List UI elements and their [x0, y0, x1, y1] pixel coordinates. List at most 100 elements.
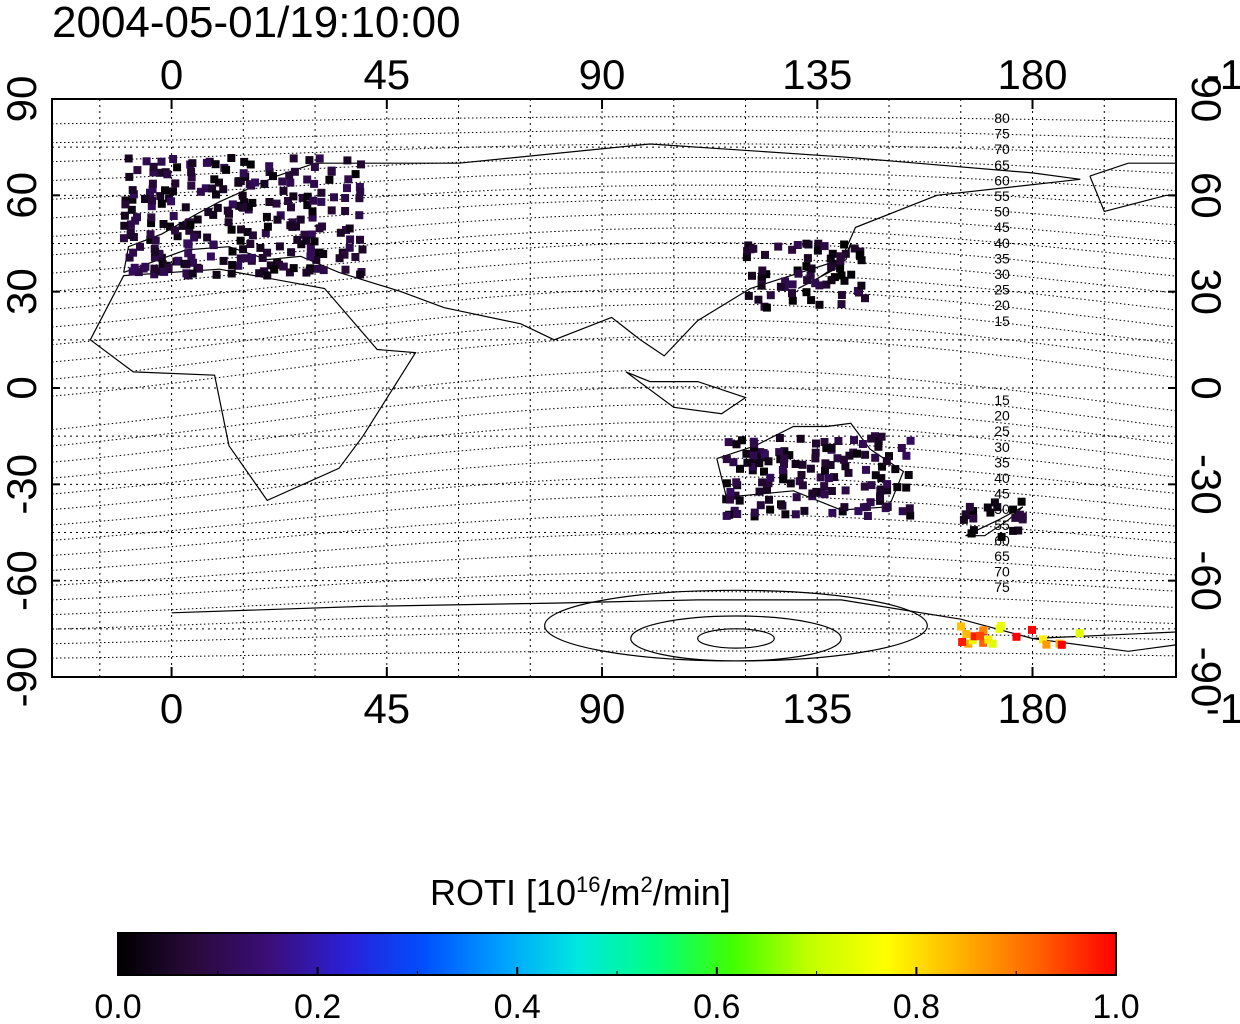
roti-cell	[307, 230, 316, 239]
roti-cell	[240, 198, 249, 207]
roti-cell	[293, 235, 302, 244]
contour-label: 60	[994, 532, 1010, 548]
roti-cell	[863, 512, 872, 520]
roti-cell	[798, 460, 807, 469]
roti-cell	[325, 175, 334, 184]
roti-cell	[969, 514, 978, 523]
roti-cell	[148, 196, 157, 205]
roti-cell	[758, 478, 767, 487]
roti-region-arctic-canada	[1223, 121, 1240, 167]
roti-cell	[260, 179, 269, 188]
roti-cell	[266, 261, 275, 270]
roti-cell	[285, 268, 294, 277]
roti-cell	[240, 157, 249, 166]
roti-cell	[259, 267, 268, 276]
roti-cell	[213, 203, 222, 212]
contour-label: 25	[994, 282, 1010, 298]
roti-cell	[836, 252, 845, 261]
colorbar-tick-label: 0.0	[94, 988, 141, 1024]
roti-cell	[124, 154, 133, 163]
roti-cell	[227, 225, 236, 234]
roti-cell	[760, 450, 769, 459]
roti-cell	[196, 187, 205, 196]
contour-label: 50	[994, 501, 1010, 517]
roti-cell	[840, 276, 849, 285]
roti-cell	[839, 455, 848, 464]
roti-cell	[343, 184, 351, 193]
roti-cell	[125, 253, 134, 262]
roti-cell	[187, 173, 196, 182]
x-tick-label-top: 0	[160, 51, 183, 98]
roti-cell	[159, 220, 168, 228]
roti-cell	[178, 221, 187, 230]
roti-cell	[133, 166, 142, 175]
contour-label: 35	[994, 454, 1010, 470]
roti-region-new-zealand	[959, 497, 1027, 541]
roti-cell	[148, 179, 157, 188]
roti-cell	[827, 443, 836, 452]
roti-cell	[275, 260, 283, 269]
colorbar-tick-label: 0.2	[294, 988, 341, 1024]
contour-label: 45	[994, 486, 1010, 502]
roti-cell	[729, 458, 738, 467]
roti-cell	[867, 434, 876, 443]
roti-cell	[812, 439, 820, 448]
roti-cell	[265, 198, 274, 206]
roti-cell	[129, 190, 138, 199]
roti-cell	[128, 195, 137, 204]
magnetic-latitude-contours	[52, 116, 1176, 662]
roti-cell	[766, 473, 775, 482]
roti-cell	[287, 203, 295, 212]
roti-cell	[341, 265, 350, 274]
roti-cell	[755, 487, 764, 496]
roti-cell	[962, 630, 971, 638]
magnetic-contour	[52, 242, 1176, 292]
roti-cell	[133, 213, 141, 222]
roti-cell	[1075, 629, 1084, 638]
roti-cell	[837, 291, 846, 299]
roti-cell	[850, 436, 858, 445]
roti-cell	[837, 300, 846, 309]
roti-cell	[761, 250, 769, 259]
roti-cell	[802, 262, 811, 271]
roti-cell	[785, 451, 794, 460]
roti-cell	[193, 215, 202, 224]
roti-cell	[1028, 625, 1036, 634]
roti-cell	[187, 181, 196, 190]
roti-cell	[802, 288, 811, 297]
roti-cell	[820, 482, 829, 491]
roti-cell	[844, 468, 853, 477]
roti-cell	[788, 289, 796, 298]
magnetic-contour	[52, 272, 1176, 328]
roti-cell	[263, 248, 272, 257]
roti-cell	[303, 192, 312, 201]
roti-cell	[853, 287, 862, 295]
roti-cell	[995, 624, 1004, 633]
colorbar-ticks: 0.0 0.2 0.4 0.6 0.8 1.0	[94, 967, 1140, 1024]
roti-cell	[236, 254, 245, 263]
roti-cell	[238, 191, 247, 200]
colorbar-tick-label: 1.0	[1092, 988, 1139, 1024]
roti-cell	[826, 461, 835, 469]
roti-cell	[251, 178, 260, 187]
roti-cell	[303, 175, 312, 184]
y-tick-label-right: 90	[1183, 76, 1230, 123]
roti-cell	[310, 163, 319, 171]
roti-cell	[874, 437, 883, 446]
magnetic-contour	[52, 116, 1176, 125]
roti-cell	[255, 269, 264, 278]
contour-labels: 8075706560555045403530252015152025303540…	[994, 110, 1010, 595]
roti-cell	[151, 247, 160, 256]
roti-cell	[150, 270, 159, 279]
roti-cell	[976, 631, 984, 640]
roti-cell	[738, 436, 746, 445]
roti-cell	[1224, 156, 1232, 164]
roti-cell	[836, 264, 845, 273]
roti-cell	[732, 440, 741, 449]
roti-cell	[346, 235, 355, 244]
roti-cell	[834, 437, 843, 445]
roti-cell	[265, 168, 274, 176]
roti-cell	[807, 264, 816, 273]
roti-cell	[965, 502, 974, 511]
roti-cell	[157, 199, 166, 208]
